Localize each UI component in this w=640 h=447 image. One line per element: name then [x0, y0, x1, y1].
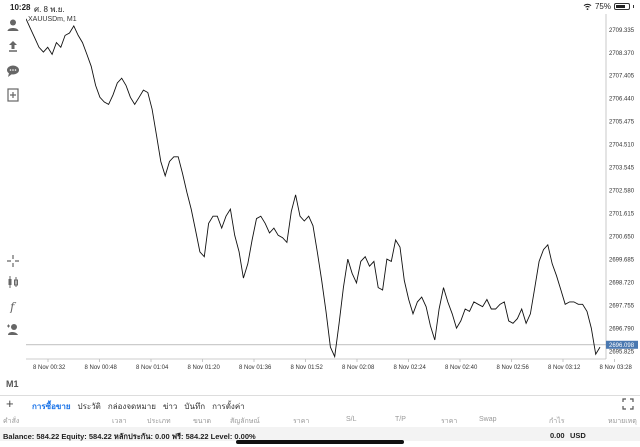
column-header: ราคา [293, 418, 310, 425]
battery-level [616, 5, 625, 8]
indicator-icon[interactable]: f [4, 297, 22, 315]
column-header: กำไร [549, 418, 565, 425]
toolbox-tab[interactable]: ประวัติ [77, 402, 101, 411]
price-series-line [26, 18, 601, 359]
account-summary-row: Balance: 584.22 Equity: 584.22 หลักประกั… [0, 427, 640, 441]
column-header: หมายเหตุ [608, 418, 637, 425]
toolbox-tab[interactable]: การตั้งค่า [212, 402, 245, 411]
price-tick-label: 2696.790 [609, 326, 635, 332]
time-tick-label: 8 Nov 00:48 [85, 365, 118, 371]
price-tick-label: 2700.650 [609, 234, 635, 240]
time-tick-label: 8 Nov 00:32 [33, 365, 66, 371]
column-header: T/P [395, 416, 406, 423]
chart-type-icon[interactable] [4, 273, 22, 291]
toolbox-tab[interactable]: การซื้อขาย [32, 402, 71, 411]
profit-total: 0.00 [550, 431, 565, 440]
objects-icon[interactable] [4, 320, 22, 338]
battery-percent: 75% [594, 2, 611, 11]
chat-icon[interactable] [4, 62, 22, 80]
time-tick-label: 8 Nov 01:36 [239, 365, 272, 371]
column-header: คำสั่ง [3, 418, 20, 425]
price-tick-label: 2695.825 [609, 349, 635, 355]
left-toolbar: f M1 [0, 14, 26, 392]
trade-columns: คำสั่ง เวลา ประเภท ขนาด สัญลักษณ์ ราคา S/L T/P ร… [0, 414, 640, 426]
time-tick-label: 8 Nov 01:04 [136, 365, 169, 371]
toolbox-tab-bar: + การซื้อขาย ประวัติ กล่องจดหมาย ข่าว บันทึก… [0, 395, 640, 412]
price-tick-label: 2697.755 [609, 303, 635, 309]
status-indicators: 75% [583, 2, 634, 11]
price-tick-label: 2708.370 [609, 51, 635, 57]
battery-icon [614, 3, 630, 10]
price-tick-label: 2701.615 [609, 212, 635, 218]
column-header: ขนาด [193, 418, 212, 425]
toolbox-tab[interactable]: ข่าว [162, 402, 178, 411]
home-indicator[interactable] [236, 440, 404, 444]
chart-svg[interactable]: 2709.335 2708.370 2707.405 2706.440 2705.475… [26, 14, 640, 392]
time-tick-label: 8 Nov 02:56 [497, 365, 530, 371]
account-icon[interactable] [4, 16, 22, 34]
toolbox-tab[interactable]: กล่องจดหมาย [107, 402, 156, 411]
time-tick-label: 8 Nov 03:28 [600, 365, 633, 371]
status-time: 10:28 [10, 3, 31, 12]
time-tick-label: 8 Nov 01:52 [291, 365, 324, 371]
battery-tip [633, 5, 634, 8]
svg-text:f: f [9, 300, 17, 313]
price-tick-label: 2698.720 [609, 280, 635, 286]
price-tick-label: 2702.580 [609, 189, 635, 195]
price-tick-label: 2709.335 [609, 28, 635, 34]
toolbox-tab[interactable]: บันทึก [184, 402, 206, 411]
add-chart-icon[interactable] [4, 86, 22, 104]
price-tick-label: 2706.440 [609, 97, 635, 103]
price-tick-label: 2705.475 [609, 120, 635, 126]
current-price-label: 2696.098 [609, 343, 635, 349]
column-header: Swap [479, 416, 497, 423]
timeframe-button[interactable]: M1 [6, 379, 19, 389]
time-tick-label: 8 Nov 01:20 [188, 365, 221, 371]
price-tick-label: 2707.405 [609, 74, 635, 80]
add-icon[interactable]: + [6, 396, 14, 411]
crosshair-icon[interactable] [4, 252, 22, 270]
expand-icon[interactable] [622, 398, 634, 410]
trade-icon[interactable] [4, 38, 22, 56]
column-header: สัญลักษณ์ [230, 418, 260, 425]
price-tick-label: 2704.510 [609, 143, 635, 149]
current-price-badge [606, 340, 638, 349]
chart-symbol: XAUUSDm, M1 [28, 16, 77, 23]
wifi-icon [583, 3, 592, 10]
price-chart[interactable]: 2709.335 2708.370 2707.405 2706.440 2705.475… [26, 14, 640, 392]
column-header: เวลา [112, 418, 127, 425]
status-bar: 10:28 ศ. 8 พ.ย. 75% [0, 0, 640, 14]
price-tick-label: 2703.545 [609, 166, 635, 172]
time-tick-label: 8 Nov 02:40 [445, 365, 478, 371]
time-tick-label: 8 Nov 02:24 [394, 365, 427, 371]
account-summary: Balance: 584.22 Equity: 584.22 หลักประกั… [3, 432, 256, 441]
column-header: ราคา [441, 418, 458, 425]
time-tick-label: 8 Nov 03:12 [548, 365, 581, 371]
time-tick-label: 8 Nov 02:08 [342, 365, 375, 371]
column-header: ประเภท [147, 418, 171, 425]
toolbox-tabs: การซื้อขาย ประวัติ กล่องจดหมาย ข่าว บันทึก กา… [32, 400, 245, 413]
account-currency: USD [570, 431, 586, 440]
price-tick-label: 2699.685 [609, 257, 635, 263]
status-date: ศ. 8 พ.ย. [34, 5, 65, 14]
column-header: S/L [346, 416, 357, 423]
